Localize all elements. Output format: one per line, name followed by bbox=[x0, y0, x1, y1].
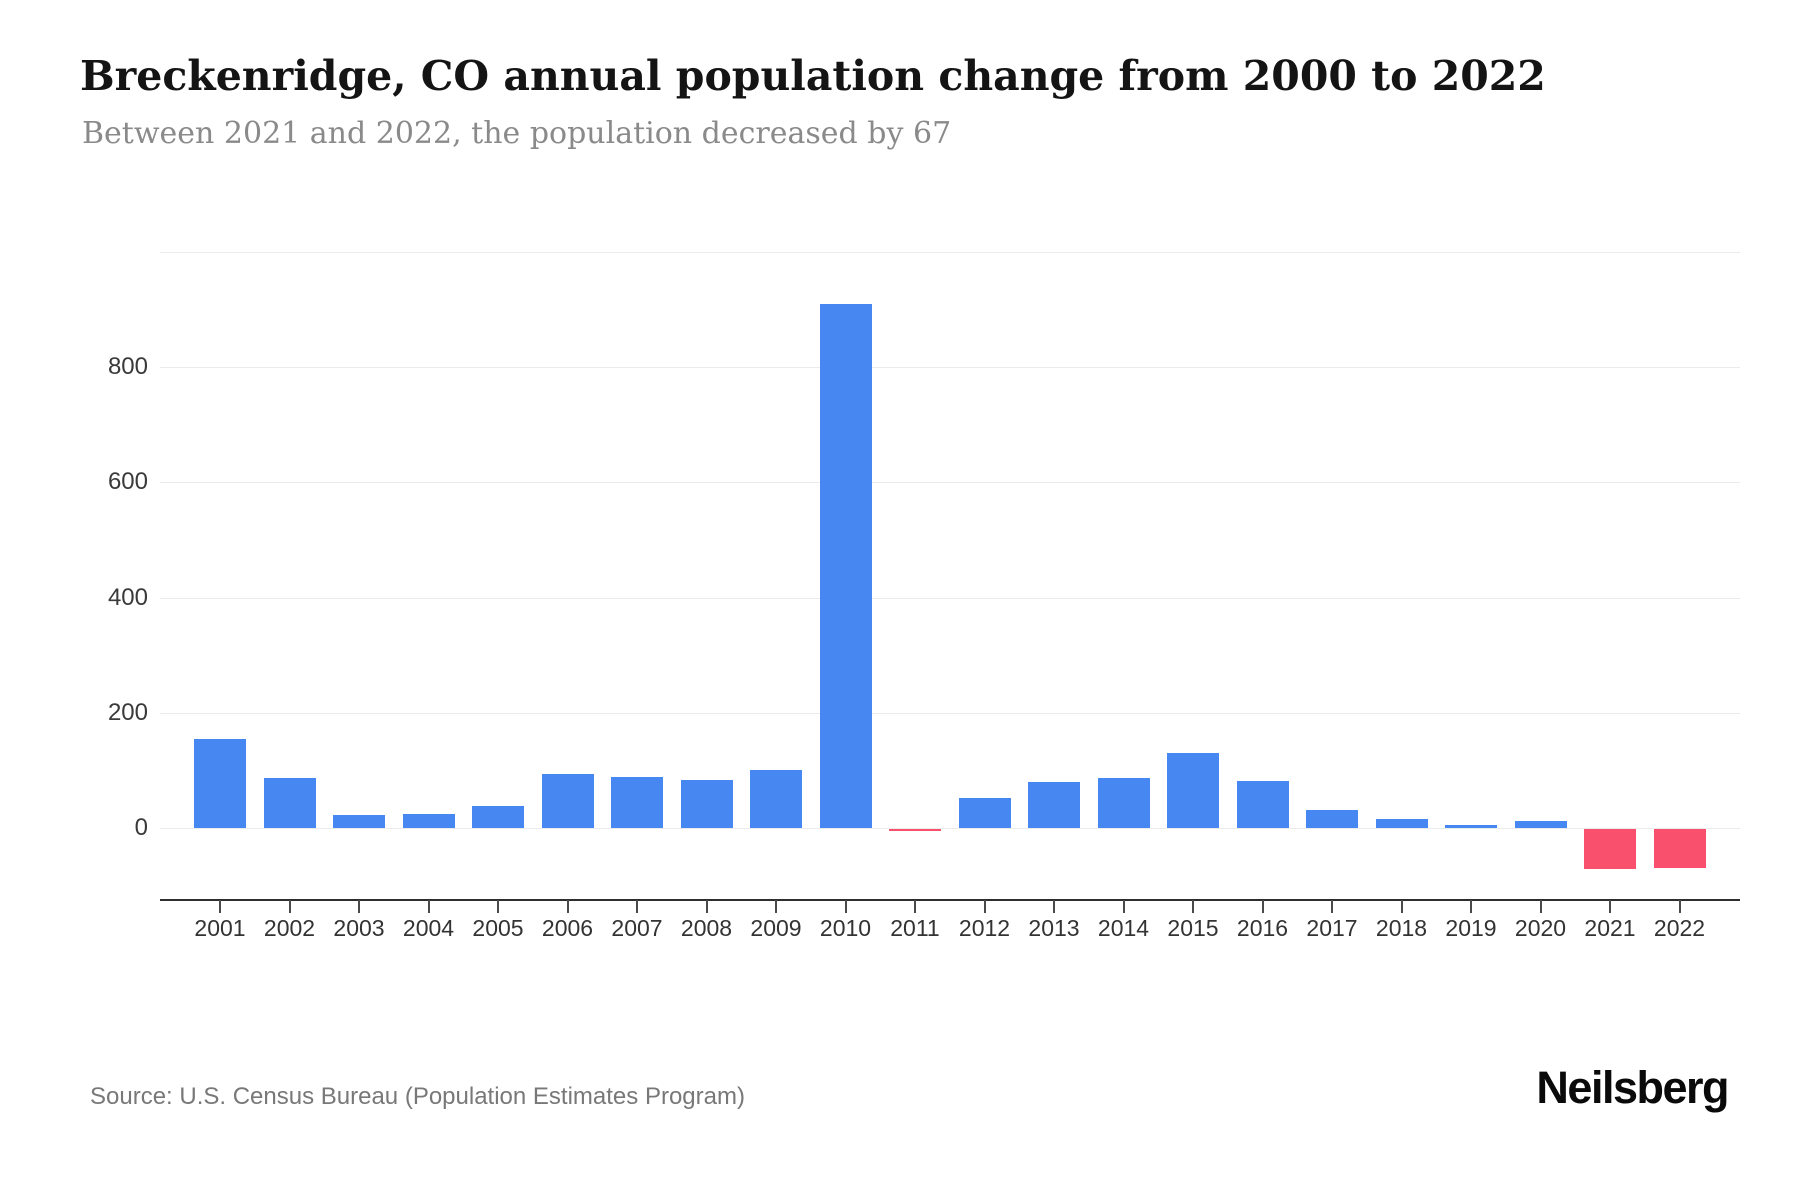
bar-2008 bbox=[680, 780, 733, 828]
bar-2011 bbox=[889, 829, 941, 832]
x-tick-2006 bbox=[566, 900, 569, 913]
x-axis-label-2018: 2018 bbox=[1375, 915, 1428, 941]
x-axis-label-2007: 2007 bbox=[611, 915, 663, 941]
x-axis-label-2021: 2021 bbox=[1584, 915, 1636, 941]
x-axis-label-2017: 2017 bbox=[1306, 915, 1358, 941]
x-axis-label-2004: 2004 bbox=[402, 915, 455, 941]
bar-2003 bbox=[333, 815, 385, 828]
x-tick-2005 bbox=[497, 900, 499, 913]
x-axis-label-2016: 2016 bbox=[1236, 915, 1289, 941]
x-tick-2020 bbox=[1539, 900, 1542, 913]
x-axis-line bbox=[160, 899, 1740, 901]
gridline-200 bbox=[160, 712, 1740, 714]
x-axis-label-2009: 2009 bbox=[750, 915, 802, 941]
x-axis-label-2001: 2001 bbox=[194, 915, 246, 941]
bar-2018 bbox=[1375, 819, 1428, 828]
x-axis-label-2012: 2012 bbox=[958, 915, 1011, 941]
x-tick-2016 bbox=[1261, 900, 1264, 913]
x-tick-2015 bbox=[1192, 900, 1194, 913]
gridline-600 bbox=[160, 482, 1740, 484]
chart-subtitle: Between 2021 and 2022, the population de… bbox=[82, 116, 952, 151]
bar-2005 bbox=[472, 806, 524, 828]
y-axis-label-400: 400 bbox=[107, 583, 148, 611]
x-tick-2010 bbox=[844, 900, 847, 913]
x-tick-2013 bbox=[1053, 900, 1055, 913]
bar-2001 bbox=[194, 738, 246, 828]
x-tick-2012 bbox=[983, 900, 986, 913]
y-axis-label-200: 200 bbox=[107, 698, 148, 726]
bar-2007 bbox=[611, 777, 663, 828]
x-tick-2019 bbox=[1470, 900, 1472, 913]
bar-2013 bbox=[1028, 782, 1080, 828]
x-axis-label-2015: 2015 bbox=[1167, 915, 1219, 941]
gridline-0 bbox=[160, 828, 1740, 829]
plot-area: 0 200 400 600 800 2001 2002 2003 2004 2005 2006 200… bbox=[108, 195, 1740, 941]
y-axis-label-600: 600 bbox=[107, 468, 148, 496]
x-axis-label-2013: 2013 bbox=[1028, 915, 1080, 941]
bar-2020 bbox=[1514, 820, 1567, 828]
bar-2019 bbox=[1445, 825, 1497, 828]
bar-2021 bbox=[1584, 829, 1636, 870]
x-tick-2007 bbox=[636, 900, 638, 913]
bar-2022 bbox=[1653, 829, 1706, 868]
x-tick-2004 bbox=[427, 900, 430, 913]
x-axis-label-2003: 2003 bbox=[333, 915, 385, 941]
bar-2002 bbox=[263, 777, 316, 828]
y-axis-label-0: 0 bbox=[134, 814, 148, 841]
x-axis-label-2011: 2011 bbox=[890, 915, 940, 941]
x-tick-2002 bbox=[288, 900, 291, 913]
brand-logo: Neilsberg bbox=[1536, 1062, 1729, 1113]
source-note: Source: U.S. Census Bureau (Population E… bbox=[90, 1083, 745, 1110]
gridline-800 bbox=[160, 367, 1740, 369]
bar-2015 bbox=[1167, 753, 1219, 828]
bar-2010 bbox=[819, 303, 872, 828]
x-tick-2021 bbox=[1609, 900, 1611, 913]
x-axis-label-2022: 2022 bbox=[1653, 915, 1706, 941]
x-tick-2017 bbox=[1331, 900, 1333, 913]
x-tick-2018 bbox=[1400, 900, 1403, 913]
x-tick-2011 bbox=[914, 900, 916, 913]
bar-2004 bbox=[402, 814, 455, 828]
x-tick-2009 bbox=[775, 900, 777, 913]
gridline-400 bbox=[160, 597, 1740, 599]
gridline-1000 bbox=[160, 252, 1740, 253]
x-axis-label-2010: 2010 bbox=[819, 915, 872, 941]
x-tick-2014 bbox=[1122, 900, 1125, 913]
bar-2006 bbox=[541, 774, 594, 828]
bar-2014 bbox=[1097, 777, 1150, 828]
x-axis-label-2006: 2006 bbox=[541, 915, 594, 941]
x-tick-2003 bbox=[358, 900, 360, 913]
chart-title: Breckenridge, CO annual population chang… bbox=[80, 52, 1546, 100]
bar-2016 bbox=[1236, 781, 1289, 828]
x-tick-2001 bbox=[219, 900, 221, 913]
x-tick-2008 bbox=[705, 900, 708, 913]
bar-2017 bbox=[1306, 810, 1358, 828]
x-axis-label-2014: 2014 bbox=[1097, 915, 1150, 941]
x-axis-label-2019: 2019 bbox=[1445, 915, 1497, 941]
x-axis-label-2008: 2008 bbox=[680, 915, 733, 941]
bar-2009 bbox=[750, 770, 802, 828]
x-axis-label-2002: 2002 bbox=[263, 915, 316, 941]
x-tick-2022 bbox=[1678, 900, 1681, 913]
x-axis-label-2020: 2020 bbox=[1514, 915, 1567, 941]
y-axis-label-800: 800 bbox=[107, 353, 148, 381]
bar-2012 bbox=[958, 798, 1011, 828]
x-axis-label-2005: 2005 bbox=[472, 915, 524, 941]
